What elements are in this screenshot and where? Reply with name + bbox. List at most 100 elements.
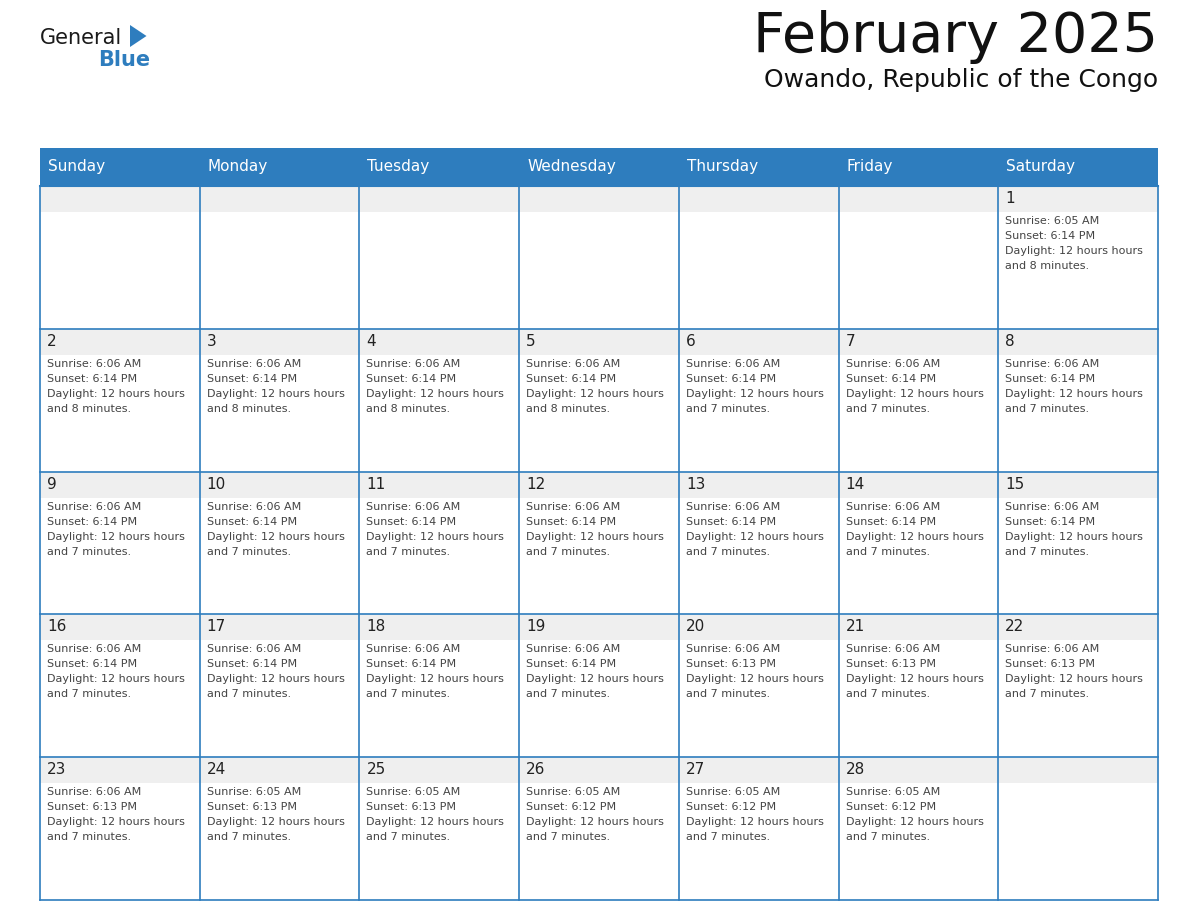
Text: Friday: Friday (847, 160, 893, 174)
Text: 10: 10 (207, 476, 226, 492)
Text: Daylight: 12 hours hours: Daylight: 12 hours hours (207, 532, 345, 542)
Text: and 7 minutes.: and 7 minutes. (846, 689, 930, 700)
Text: Sunset: 6:14 PM: Sunset: 6:14 PM (48, 659, 137, 669)
Text: and 7 minutes.: and 7 minutes. (1005, 404, 1089, 414)
Text: 11: 11 (366, 476, 386, 492)
Text: Wednesday: Wednesday (527, 160, 615, 174)
Text: 4: 4 (366, 334, 377, 349)
Text: 25: 25 (366, 762, 386, 778)
Text: and 7 minutes.: and 7 minutes. (685, 689, 770, 700)
Text: Daylight: 12 hours hours: Daylight: 12 hours hours (207, 389, 345, 398)
Bar (200, 472, 360, 498)
Text: 23: 23 (48, 762, 67, 778)
Bar (360, 212, 519, 329)
Text: Sunset: 6:14 PM: Sunset: 6:14 PM (366, 517, 456, 527)
Bar (40, 329, 200, 354)
Bar (40, 498, 200, 614)
Text: February 2025: February 2025 (753, 10, 1158, 64)
Bar (519, 783, 678, 900)
Text: Daylight: 12 hours hours: Daylight: 12 hours hours (685, 532, 823, 542)
Bar (839, 329, 998, 354)
Bar (360, 783, 519, 900)
Bar (360, 329, 519, 354)
Text: Sunset: 6:14 PM: Sunset: 6:14 PM (526, 517, 617, 527)
Text: Sunrise: 6:05 AM: Sunrise: 6:05 AM (366, 788, 461, 797)
Bar (200, 354, 360, 472)
Text: and 7 minutes.: and 7 minutes. (526, 546, 611, 556)
Text: and 8 minutes.: and 8 minutes. (526, 404, 611, 414)
Text: and 7 minutes.: and 7 minutes. (1005, 689, 1089, 700)
Bar (40, 148, 1158, 186)
Text: Sunrise: 6:06 AM: Sunrise: 6:06 AM (1005, 644, 1100, 655)
Bar (678, 354, 839, 472)
Bar (360, 614, 519, 641)
Text: Sunrise: 6:06 AM: Sunrise: 6:06 AM (48, 359, 141, 369)
Text: Sunrise: 6:05 AM: Sunrise: 6:05 AM (846, 788, 940, 797)
Text: and 8 minutes.: and 8 minutes. (207, 404, 291, 414)
Text: 24: 24 (207, 762, 226, 778)
Bar (200, 641, 360, 757)
Bar (839, 498, 998, 614)
Text: Sunrise: 6:06 AM: Sunrise: 6:06 AM (366, 501, 461, 511)
Bar (360, 757, 519, 783)
Text: Sunrise: 6:06 AM: Sunrise: 6:06 AM (846, 644, 940, 655)
Bar (200, 212, 360, 329)
Text: Owando, Republic of the Congo: Owando, Republic of the Congo (764, 68, 1158, 92)
Text: and 7 minutes.: and 7 minutes. (366, 833, 450, 842)
Text: Daylight: 12 hours hours: Daylight: 12 hours hours (846, 817, 984, 827)
Text: Sunrise: 6:06 AM: Sunrise: 6:06 AM (207, 359, 301, 369)
Text: 16: 16 (48, 620, 67, 634)
Text: 17: 17 (207, 620, 226, 634)
Bar (998, 498, 1158, 614)
Text: Sunrise: 6:06 AM: Sunrise: 6:06 AM (685, 359, 781, 369)
Bar (678, 641, 839, 757)
Text: Sunset: 6:14 PM: Sunset: 6:14 PM (1005, 517, 1095, 527)
Text: Sunrise: 6:06 AM: Sunrise: 6:06 AM (685, 644, 781, 655)
Text: Daylight: 12 hours hours: Daylight: 12 hours hours (207, 675, 345, 685)
Text: Daylight: 12 hours hours: Daylight: 12 hours hours (846, 532, 984, 542)
Text: Daylight: 12 hours hours: Daylight: 12 hours hours (48, 817, 185, 827)
Text: Daylight: 12 hours hours: Daylight: 12 hours hours (1005, 675, 1143, 685)
Bar (200, 498, 360, 614)
Bar (519, 641, 678, 757)
Text: Sunset: 6:14 PM: Sunset: 6:14 PM (207, 517, 297, 527)
Text: Saturday: Saturday (1006, 160, 1075, 174)
Text: Daylight: 12 hours hours: Daylight: 12 hours hours (526, 675, 664, 685)
Text: 12: 12 (526, 476, 545, 492)
Text: 1: 1 (1005, 191, 1015, 206)
Bar (360, 641, 519, 757)
Text: and 8 minutes.: and 8 minutes. (1005, 261, 1089, 271)
Bar (839, 757, 998, 783)
Text: Sunset: 6:14 PM: Sunset: 6:14 PM (526, 659, 617, 669)
Text: and 7 minutes.: and 7 minutes. (685, 833, 770, 842)
Bar (200, 186, 360, 212)
Bar (200, 757, 360, 783)
Text: Daylight: 12 hours hours: Daylight: 12 hours hours (48, 389, 185, 398)
Text: and 8 minutes.: and 8 minutes. (366, 404, 450, 414)
Bar (40, 212, 200, 329)
Text: and 7 minutes.: and 7 minutes. (846, 404, 930, 414)
Text: 18: 18 (366, 620, 386, 634)
Bar (40, 757, 200, 783)
Text: Sunset: 6:14 PM: Sunset: 6:14 PM (48, 374, 137, 384)
Text: 20: 20 (685, 620, 706, 634)
Text: Sunset: 6:13 PM: Sunset: 6:13 PM (207, 802, 297, 812)
Text: Monday: Monday (208, 160, 268, 174)
Text: and 7 minutes.: and 7 minutes. (846, 833, 930, 842)
Text: Daylight: 12 hours hours: Daylight: 12 hours hours (685, 389, 823, 398)
Text: Sunset: 6:13 PM: Sunset: 6:13 PM (846, 659, 936, 669)
Text: Daylight: 12 hours hours: Daylight: 12 hours hours (366, 389, 504, 398)
Text: Sunrise: 6:06 AM: Sunrise: 6:06 AM (1005, 501, 1100, 511)
Text: Sunrise: 6:05 AM: Sunrise: 6:05 AM (685, 788, 781, 797)
Bar (519, 498, 678, 614)
Text: Daylight: 12 hours hours: Daylight: 12 hours hours (48, 675, 185, 685)
Text: and 7 minutes.: and 7 minutes. (48, 546, 131, 556)
Text: Sunset: 6:14 PM: Sunset: 6:14 PM (685, 517, 776, 527)
Bar (839, 186, 998, 212)
Bar (998, 186, 1158, 212)
Bar (998, 641, 1158, 757)
Text: and 7 minutes.: and 7 minutes. (48, 689, 131, 700)
Bar (678, 757, 839, 783)
Text: Sunrise: 6:06 AM: Sunrise: 6:06 AM (526, 501, 620, 511)
Text: Sunrise: 6:06 AM: Sunrise: 6:06 AM (846, 359, 940, 369)
